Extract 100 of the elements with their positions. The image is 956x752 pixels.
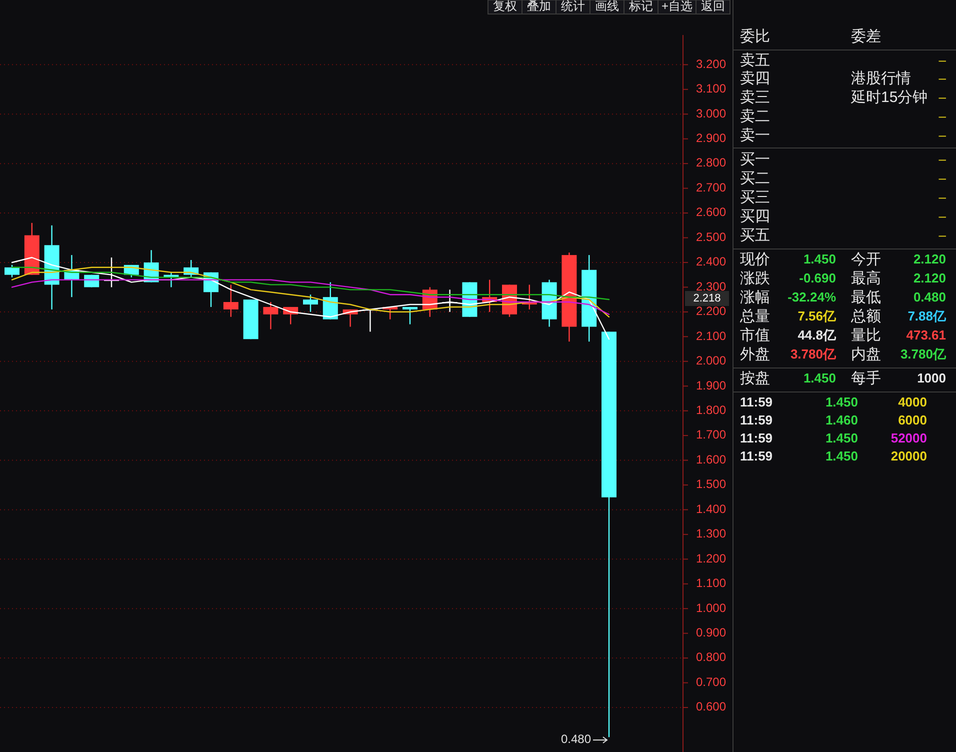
line-series xyxy=(11,256,610,340)
text: 2.120 xyxy=(913,270,946,286)
y-tick-label: 2.400 xyxy=(696,254,726,269)
text: 内盘 xyxy=(851,346,881,363)
candlestick xyxy=(402,306,418,325)
text: 涨幅 xyxy=(740,288,770,306)
text: 延时15分钟 xyxy=(850,88,928,106)
y-tick-label: 2.000 xyxy=(696,354,726,368)
text: 11:59 xyxy=(740,448,773,464)
y-tick-label: 3.000 xyxy=(696,106,726,120)
text: – xyxy=(938,89,947,104)
text: 总额 xyxy=(850,308,881,325)
y-tick-label: 1.500 xyxy=(696,477,726,492)
text: 7.88亿 xyxy=(908,308,947,324)
text: 复权 xyxy=(493,0,517,14)
y-tick-label: 3.200 xyxy=(696,56,726,71)
text: 4000 xyxy=(898,394,927,410)
y-tick-label: 1.900 xyxy=(696,378,726,392)
text: 最高 xyxy=(851,270,881,287)
text: – xyxy=(938,227,947,242)
y-tick-label: 0.900 xyxy=(696,625,726,640)
y-tick-label: 1.200 xyxy=(696,551,726,566)
text: 总量 xyxy=(739,308,770,325)
text: – xyxy=(938,151,947,166)
text: 买四 xyxy=(740,208,770,225)
text: 最低 xyxy=(851,288,881,306)
text: 20000 xyxy=(890,448,927,464)
text: 买五 xyxy=(740,226,770,244)
text: 买一 xyxy=(740,150,770,168)
text: 1.450 xyxy=(825,394,858,410)
text: 0.480 xyxy=(913,289,946,304)
y-tick-label: 2.100 xyxy=(696,328,726,343)
text: 涨跌 xyxy=(740,270,770,287)
y-tick-label: 1.100 xyxy=(696,576,726,590)
text: 1.460 xyxy=(825,412,858,428)
text: 卖一 xyxy=(740,126,770,144)
text: 标记 xyxy=(628,0,653,14)
text: 卖四 xyxy=(740,70,770,87)
text: 画线 xyxy=(595,0,619,14)
text: 卖二 xyxy=(740,108,770,125)
y-tick-label: 2.700 xyxy=(696,180,726,194)
text: 11:59 xyxy=(740,412,773,428)
candlestick xyxy=(223,284,238,318)
y-tick-label: 2.200 xyxy=(696,304,726,318)
y-tick-label: 1.000 xyxy=(696,600,726,615)
text: 委比 xyxy=(740,28,770,45)
text: 3.780亿 xyxy=(790,346,837,362)
text: 每手 xyxy=(851,370,881,387)
text: 1.450 xyxy=(803,251,836,266)
text: 2.120 xyxy=(913,251,946,266)
y-tick-label: 1.600 xyxy=(696,452,726,466)
text: – xyxy=(938,127,947,142)
text: -0.690 xyxy=(799,270,836,286)
y-tick-label: 2.300 xyxy=(696,279,726,294)
text: 3.780亿 xyxy=(900,346,947,362)
text: 委差 xyxy=(851,28,881,45)
y-tick-label: 0.700 xyxy=(696,674,726,689)
y-tick-label: 1.800 xyxy=(696,402,726,417)
text: 52000 xyxy=(890,430,927,446)
text: – xyxy=(938,108,947,124)
text: 473.61 xyxy=(906,327,946,342)
candlestick xyxy=(4,264,20,278)
text: 1.450 xyxy=(803,370,836,386)
text: – xyxy=(938,189,947,204)
text: 买二 xyxy=(740,170,770,187)
text: 11:59 xyxy=(740,430,773,446)
y-tick-label: 2.600 xyxy=(696,205,726,220)
text: – xyxy=(938,52,947,68)
text: 卖三 xyxy=(740,88,770,106)
text: 7.56亿 xyxy=(798,308,837,324)
text: 返回 xyxy=(701,0,725,14)
y-tick-label: 3.100 xyxy=(696,82,726,96)
text: +自选 xyxy=(661,0,693,14)
candlestick xyxy=(263,301,278,330)
text: 2.218 xyxy=(693,292,721,304)
y-tick-label: 0.600 xyxy=(696,700,726,714)
text: 今开 xyxy=(851,250,881,268)
y-tick-label: 0.800 xyxy=(696,650,726,664)
text: – xyxy=(938,170,947,186)
text: 买三 xyxy=(740,188,770,206)
text: 外盘 xyxy=(740,346,770,363)
y-tick-label: 2.900 xyxy=(696,131,726,146)
text: 44.8亿 xyxy=(798,327,837,342)
text: 现价 xyxy=(740,250,770,268)
text: 1.450 xyxy=(825,430,858,446)
annotation: 0.480 xyxy=(560,732,592,746)
y-tick-label: 2.500 xyxy=(696,230,726,244)
text: -32.24% xyxy=(788,289,836,304)
text: 1000 xyxy=(917,370,946,386)
text: – xyxy=(938,70,947,86)
text: 量比 xyxy=(851,326,881,344)
candlestick xyxy=(303,294,318,313)
text: 港股行情 xyxy=(851,70,911,87)
y-tick-label: 2.800 xyxy=(696,156,726,170)
text: 卖五 xyxy=(740,52,770,69)
text: 市值 xyxy=(740,326,770,344)
text: 叠加 xyxy=(527,0,551,14)
text: 按盘 xyxy=(740,370,770,387)
text: – xyxy=(938,208,947,224)
text: 统计 xyxy=(561,0,585,14)
